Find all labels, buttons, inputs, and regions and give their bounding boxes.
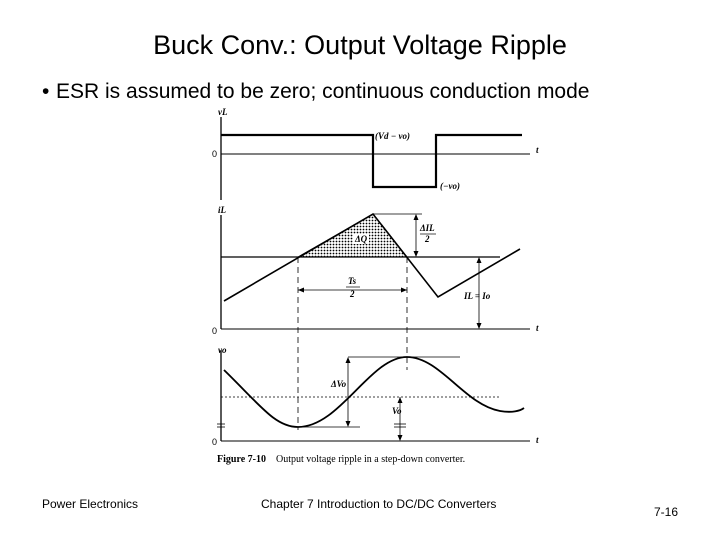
inductor-voltage-plot: vL 0 (Vd − vo) (−vo) t	[212, 107, 539, 200]
vL-zero-label: 0	[212, 149, 217, 159]
iL-zero-label: 0	[212, 326, 217, 336]
inductor-current-plot: iL 0 ΔQ ΔIL 2 Ts 2 IL = Io t	[212, 205, 539, 336]
vL-low-label: (−vo)	[440, 181, 460, 191]
footer-page-number: 7-16	[654, 505, 679, 519]
footer-course: Power Electronics	[42, 497, 139, 511]
ripple-figure: vL 0 (Vd − vo) (−vo) t iL 0 ΔQ	[200, 105, 560, 475]
slide-title: Buck Conv.: Output Voltage Ripple	[153, 30, 567, 60]
vo-t-label: t	[536, 435, 539, 445]
ts-numerator: Ts	[348, 276, 357, 286]
projection-lines	[297, 257, 408, 430]
iL-t-label: t	[536, 323, 539, 333]
bullet-text: ESR is assumed to be zero; continuous co…	[56, 80, 590, 103]
vo-waveform	[223, 356, 525, 428]
vL-high-label: (Vd − vo)	[375, 131, 410, 141]
bullet-point: • ESR is assumed to be zero; continuous c…	[42, 80, 589, 104]
ts-denominator: 2	[349, 289, 355, 299]
bullet-symbol: •	[42, 80, 50, 103]
output-voltage-plot: vo 0 ΔVo Vo t	[212, 345, 539, 447]
vo-zero-label: 0	[212, 437, 217, 447]
delta-q-label-bg	[353, 234, 369, 244]
delta-iL-denominator: 2	[424, 234, 430, 244]
iL-axis-label: iL	[218, 205, 227, 215]
waveform-diagram: vL 0 (Vd − vo) (−vo) t iL 0 ΔQ	[212, 107, 539, 447]
vL-t-label: t	[536, 145, 539, 155]
iL-average-label: IL = Io	[463, 291, 491, 301]
footer-chapter: Chapter 7 Introduction to DC/DC Converte…	[261, 497, 497, 511]
figure-caption: Figure 7-10 Output voltage ripple in a st…	[217, 454, 465, 465]
vo-axis-label: vo	[218, 345, 227, 355]
vL-axis-label: vL	[218, 107, 228, 117]
vL-waveform	[221, 133, 522, 189]
figure-number: Figure 7-10	[217, 454, 266, 465]
figure-caption-text: Output voltage ripple in a step-down con…	[275, 454, 466, 465]
vo-average-label: Vo	[392, 406, 402, 416]
delta-vo-label: ΔVo	[330, 379, 347, 389]
delta-q-label: ΔQ	[354, 234, 368, 244]
delta-iL-label: ΔIL	[419, 223, 435, 233]
